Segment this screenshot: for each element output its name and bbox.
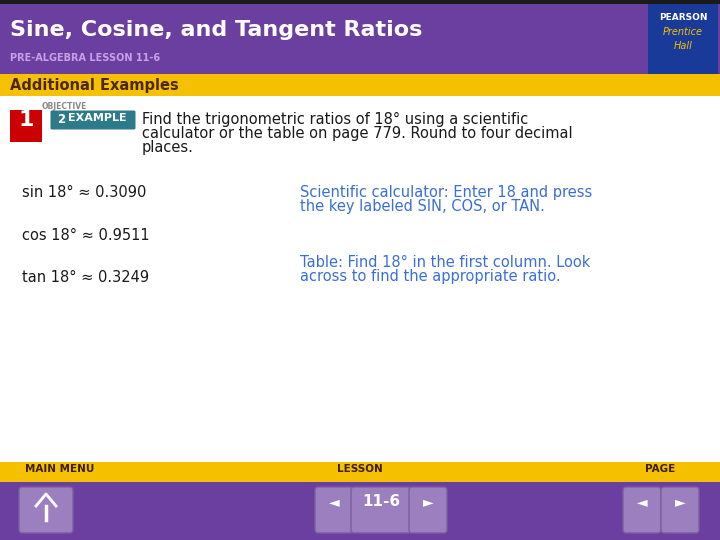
Text: Hall: Hall xyxy=(674,41,693,51)
Text: Scientific calculator: Enter 18 and press: Scientific calculator: Enter 18 and pres… xyxy=(300,185,593,200)
Text: across to find the appropriate ratio.: across to find the appropriate ratio. xyxy=(300,269,561,284)
FancyBboxPatch shape xyxy=(623,487,661,533)
Text: ◄: ◄ xyxy=(636,495,647,509)
Bar xyxy=(0,96,720,462)
Text: Additional Examples: Additional Examples xyxy=(10,78,179,93)
Text: Find the trigonometric ratios of 18° using a scientific: Find the trigonometric ratios of 18° usi… xyxy=(142,112,528,127)
Text: PRE-ALGEBRA LESSON 11-6: PRE-ALGEBRA LESSON 11-6 xyxy=(10,53,160,63)
Bar xyxy=(648,4,718,74)
Text: Table: Find 18° in the first column. Look: Table: Find 18° in the first column. Loo… xyxy=(300,255,590,270)
Text: cos 18° ≈ 0.9511: cos 18° ≈ 0.9511 xyxy=(22,228,150,243)
Text: OBJECTIVE: OBJECTIVE xyxy=(42,102,87,111)
Text: ►: ► xyxy=(423,495,433,509)
Bar xyxy=(10,110,42,142)
FancyBboxPatch shape xyxy=(50,111,135,130)
FancyBboxPatch shape xyxy=(315,487,353,533)
Bar xyxy=(0,0,720,4)
FancyBboxPatch shape xyxy=(19,487,73,533)
Text: calculator or the table on page 779. Round to four decimal: calculator or the table on page 779. Rou… xyxy=(142,126,572,141)
Text: PAGE: PAGE xyxy=(645,464,675,474)
Text: ►: ► xyxy=(675,495,685,509)
FancyBboxPatch shape xyxy=(409,487,447,533)
Text: sin 18° ≈ 0.3090: sin 18° ≈ 0.3090 xyxy=(22,185,146,200)
Text: tan 18° ≈ 0.3249: tan 18° ≈ 0.3249 xyxy=(22,270,149,285)
FancyBboxPatch shape xyxy=(661,487,699,533)
Text: 2: 2 xyxy=(57,113,65,126)
Bar xyxy=(0,4,720,74)
FancyBboxPatch shape xyxy=(351,487,411,533)
Bar xyxy=(0,462,720,482)
Bar xyxy=(0,74,720,96)
Text: 1: 1 xyxy=(18,110,34,130)
Text: places.: places. xyxy=(142,140,194,155)
Text: Sine, Cosine, and Tangent Ratios: Sine, Cosine, and Tangent Ratios xyxy=(10,20,423,40)
Text: the key labeled SIN, COS, or TAN.: the key labeled SIN, COS, or TAN. xyxy=(300,199,545,214)
Text: EXAMPLE: EXAMPLE xyxy=(68,113,127,123)
Text: Prentice: Prentice xyxy=(663,27,703,37)
Text: PEARSON: PEARSON xyxy=(659,14,707,23)
Text: MAIN MENU: MAIN MENU xyxy=(25,464,95,474)
Bar xyxy=(0,482,720,540)
Text: ◄: ◄ xyxy=(329,495,339,509)
Text: 11-6: 11-6 xyxy=(362,495,400,510)
Text: LESSON: LESSON xyxy=(337,464,383,474)
